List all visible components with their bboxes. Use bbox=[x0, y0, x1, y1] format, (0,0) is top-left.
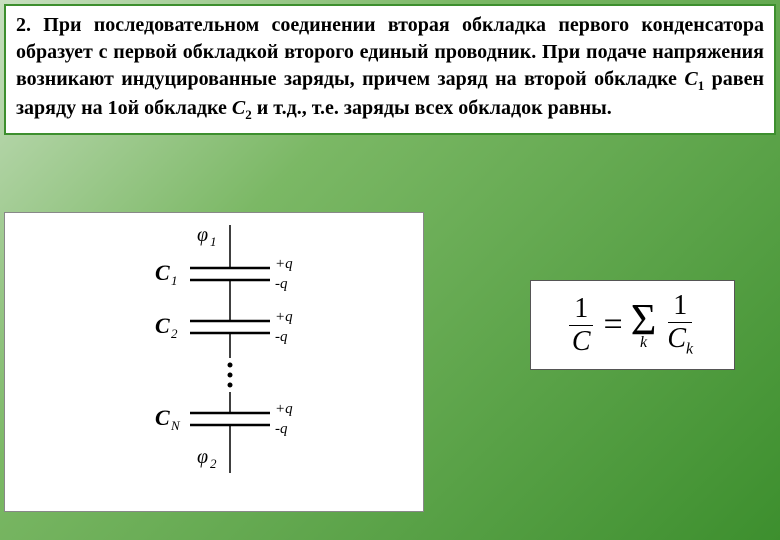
svg-text:С: С bbox=[155, 405, 170, 430]
sigma-sub: k bbox=[640, 336, 647, 350]
svg-text:+q: +q bbox=[275, 401, 293, 417]
rhs-den: Ck bbox=[662, 323, 698, 358]
svg-text:φ: φ bbox=[197, 446, 208, 468]
lhs-den: C bbox=[567, 326, 596, 356]
text-part-3: и т.д., т.е. заряды всех обкладок равны. bbox=[252, 97, 612, 119]
lhs-num: 1 bbox=[569, 295, 593, 326]
svg-text:2: 2 bbox=[171, 326, 178, 341]
svg-text:2: 2 bbox=[210, 456, 217, 471]
svg-text:1: 1 bbox=[171, 273, 178, 288]
lhs-fraction: 1 C bbox=[567, 295, 596, 356]
svg-text:-q: -q bbox=[275, 421, 288, 437]
series-formula: 1 C = Σ k 1 Ck bbox=[567, 292, 698, 358]
svg-text:-q: -q bbox=[275, 276, 288, 292]
svg-text:-q: -q bbox=[275, 329, 288, 345]
circuit-diagram: φ 1 С 1 +q -q С 2 +q -q С N +q -q φ 2 bbox=[4, 212, 424, 512]
svg-text:+q: +q bbox=[275, 309, 293, 325]
svg-text:С: С bbox=[155, 260, 170, 285]
equals-sign: = bbox=[602, 306, 625, 344]
symbol-c1: С bbox=[684, 68, 697, 90]
explanation-box: 2. При последовательном соединении втора… bbox=[4, 4, 776, 135]
svg-text:N: N bbox=[170, 418, 181, 433]
rhs-fraction: 1 Ck bbox=[662, 292, 698, 358]
svg-text:1: 1 bbox=[210, 234, 217, 249]
sigma-wrap: Σ k bbox=[631, 300, 657, 350]
explanation-text: 2. При последовательном соединении втора… bbox=[16, 12, 764, 123]
svg-text:С: С bbox=[155, 313, 170, 338]
svg-text:+q: +q bbox=[275, 256, 293, 272]
symbol-c2: С bbox=[232, 97, 245, 119]
svg-text:φ: φ bbox=[197, 224, 208, 246]
rhs-num: 1 bbox=[668, 292, 692, 323]
circuit-svg: φ 1 С 1 +q -q С 2 +q -q С N +q -q φ 2 bbox=[5, 213, 425, 513]
text-part-1: 2. При последовательном соединении втора… bbox=[16, 14, 764, 90]
formula-box: 1 C = Σ k 1 Ck bbox=[530, 280, 735, 370]
